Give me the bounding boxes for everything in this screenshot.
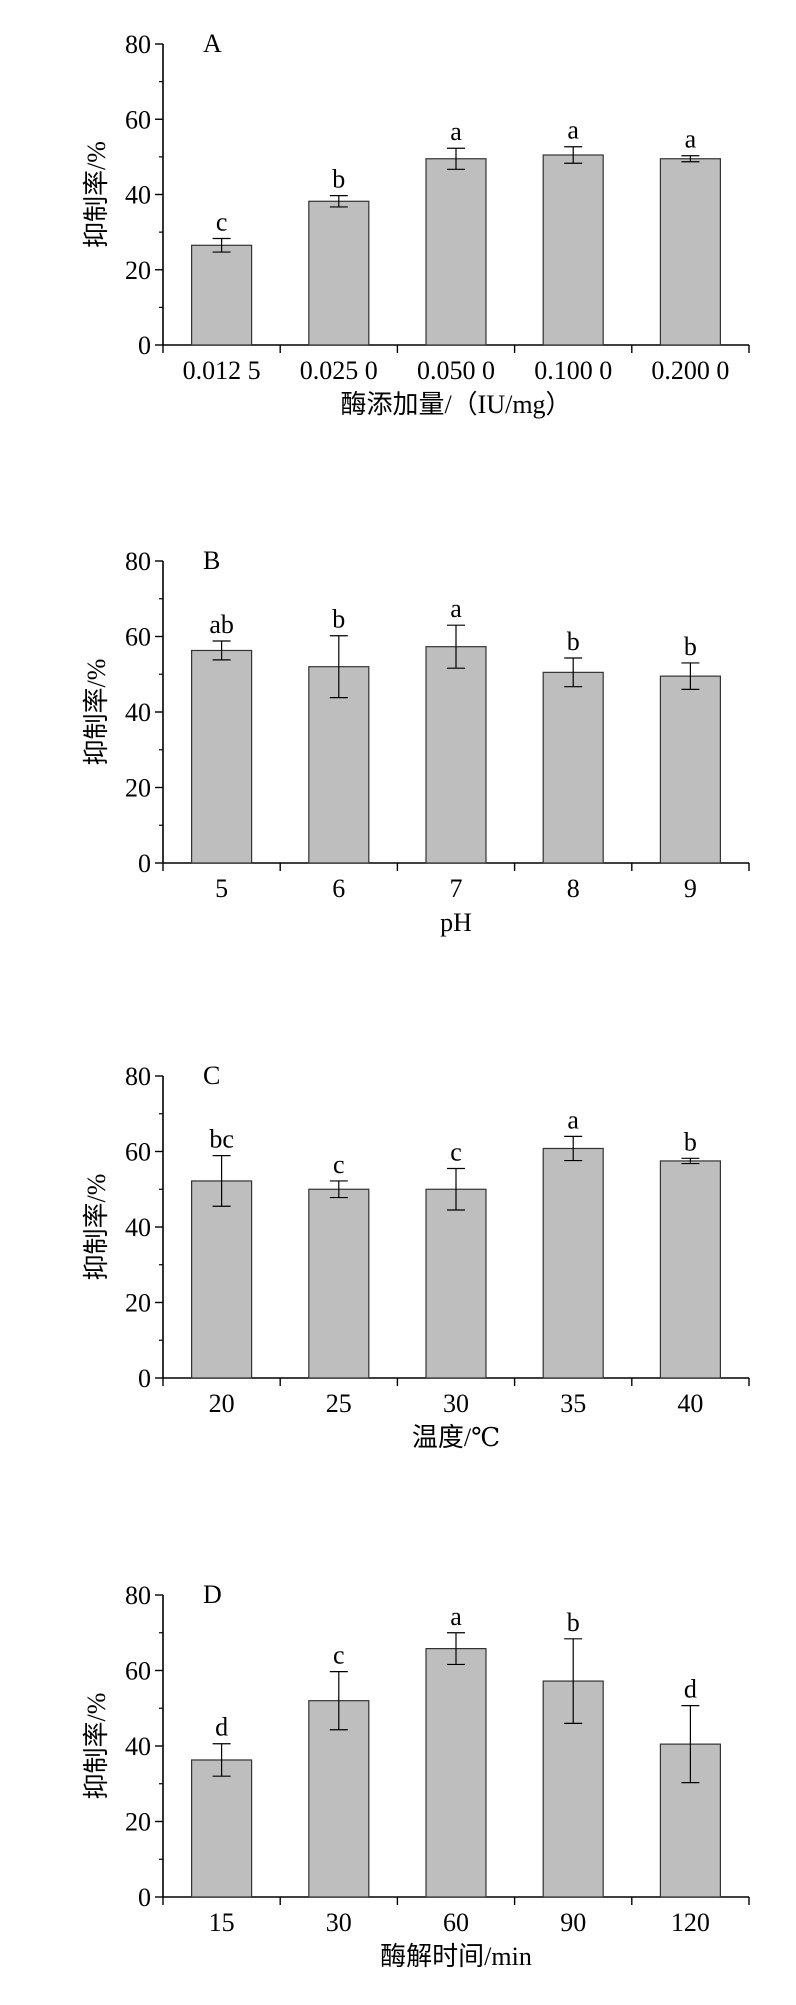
y-tick-label: 40: [125, 1213, 151, 1242]
x-tick-label: 0.050 0: [417, 356, 495, 385]
y-tick-label: 60: [125, 105, 151, 134]
bar: [191, 244, 253, 346]
bar: [659, 675, 722, 864]
y-tick-label: 40: [125, 1732, 151, 1761]
y-tick-label: 0: [138, 331, 151, 360]
y-tick-label: 20: [125, 1808, 151, 1837]
bar: [425, 646, 487, 864]
x-tick-label: 7: [450, 874, 463, 903]
bar: [191, 1180, 253, 1379]
x-axis-title: 酶添加量/（IU/mg）: [340, 390, 571, 419]
x-tick-label: 35: [560, 1389, 586, 1418]
y-axis-title: 抑制率/%: [82, 141, 111, 248]
chart-panel-d: 0 20 40 60 80 Dd 15 c 30 a 60 b 90 d 120 酶解时间/min 抑制率/%: [82, 1580, 750, 1971]
x-tick-label: 60: [443, 1908, 469, 1937]
x-tick-label: 6: [332, 874, 345, 903]
x-tick-label: 0.025 0: [300, 356, 378, 385]
panel-label: A: [203, 29, 222, 58]
significance-letter: a: [450, 117, 462, 146]
y-tick-label: 80: [125, 30, 151, 59]
bar: [191, 649, 253, 864]
significance-letter: a: [450, 594, 462, 623]
x-axis-title: 酶解时间/min: [380, 1942, 532, 1971]
significance-letter: a: [450, 1602, 462, 1631]
y-tick-label: 0: [138, 849, 151, 878]
x-tick-label: 25: [326, 1389, 352, 1418]
significance-letter: d: [684, 1675, 697, 1704]
panel-label: B: [203, 546, 220, 575]
significance-letter: b: [684, 1127, 697, 1156]
bar: [542, 671, 604, 864]
y-tick-label: 40: [125, 698, 151, 727]
y-tick-label: 20: [125, 774, 151, 803]
significance-letter: c: [333, 1641, 345, 1670]
significance-letter: c: [450, 1137, 462, 1166]
significance-letter: a: [567, 1105, 579, 1134]
significance-letter: ab: [209, 610, 234, 639]
significance-letter: bc: [209, 1125, 234, 1154]
panel-label: D: [203, 1580, 222, 1609]
significance-letter: b: [332, 165, 345, 194]
x-tick-label: 20: [209, 1389, 235, 1418]
bar: [425, 158, 487, 346]
y-axis-title: 抑制率/%: [82, 1693, 111, 1800]
chart-panel-c: 0 20 40 60 80 Cbc 20 c 25 c 30 a 35 b 40 温度/℃ 抑制率/%: [82, 1061, 750, 1452]
bar: [542, 1147, 604, 1379]
x-axis-title: 温度/℃: [412, 1423, 500, 1452]
x-tick-label: 5: [215, 874, 228, 903]
y-tick-label: 80: [125, 547, 151, 576]
x-tick-label: 0.200 0: [651, 356, 729, 385]
x-tick-label: 8: [567, 874, 580, 903]
y-tick-label: 0: [138, 1883, 151, 1912]
x-tick-label: 15: [209, 1908, 235, 1937]
significance-letter: a: [567, 116, 579, 145]
chart-panel-a: 0 20 40 60 80 Ac 0.012 5 b 0.025 0 a 0.050 0 a 0.100…: [82, 29, 750, 419]
x-tick-label: 9: [684, 874, 697, 903]
y-tick-label: 20: [125, 1289, 151, 1318]
y-tick-label: 60: [125, 1657, 151, 1686]
y-tick-label: 20: [125, 256, 151, 285]
bar: [542, 154, 604, 346]
y-tick-label: 80: [125, 1581, 151, 1610]
significance-letter: c: [216, 208, 228, 237]
chart-panel-b: 0 20 40 60 80 Bab 5 b 6 a 7 b 8 b 9 pH 抑制率/%: [82, 546, 750, 937]
significance-letter: a: [685, 125, 697, 154]
x-tick-label: 30: [443, 1389, 469, 1418]
y-axis-title: 抑制率/%: [82, 1174, 111, 1281]
significance-letter: b: [684, 632, 697, 661]
x-tick-label: 40: [677, 1389, 703, 1418]
y-tick-label: 80: [125, 1062, 151, 1091]
bar: [308, 200, 370, 346]
bar: [425, 1188, 487, 1379]
x-tick-label: 120: [671, 1908, 710, 1937]
bar: [659, 1160, 722, 1379]
bar: [191, 1759, 253, 1898]
y-tick-label: 40: [125, 181, 151, 210]
x-axis-title: pH: [440, 908, 472, 937]
x-tick-label: 0.012 5: [183, 356, 261, 385]
bar: [659, 158, 722, 346]
significance-letter: b: [567, 1608, 580, 1637]
significance-letter: d: [215, 1713, 228, 1742]
significance-letter: b: [332, 605, 345, 634]
x-tick-label: 90: [560, 1908, 586, 1937]
y-tick-label: 60: [125, 623, 151, 652]
bar: [308, 1188, 370, 1379]
x-tick-label: 30: [326, 1908, 352, 1937]
y-axis-title: 抑制率/%: [82, 659, 111, 766]
panel-label: C: [203, 1061, 220, 1090]
significance-letter: b: [567, 627, 580, 656]
bar: [425, 1648, 487, 1898]
significance-letter: c: [333, 1150, 345, 1179]
y-tick-label: 60: [125, 1138, 151, 1167]
bar: [308, 1700, 370, 1898]
y-tick-label: 0: [138, 1364, 151, 1393]
bar: [308, 666, 370, 864]
x-tick-label: 0.100 0: [534, 356, 612, 385]
